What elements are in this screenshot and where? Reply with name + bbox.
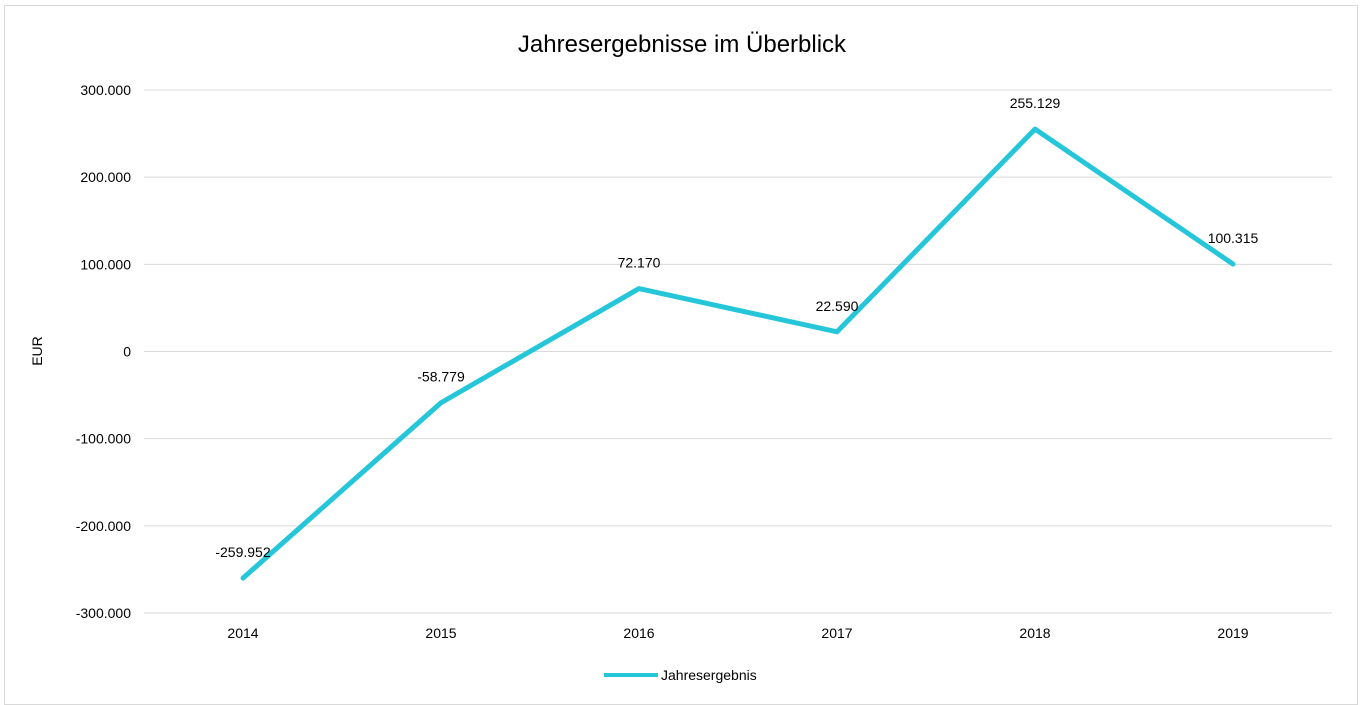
chart-frame: [4, 5, 1358, 705]
chart-title: Jahresergebnisse im Überblick: [518, 31, 847, 58]
y-tick-label: 300.000: [80, 82, 131, 98]
series-line: [240, 126, 1236, 581]
x-tick-label: 2016: [623, 625, 654, 641]
x-tick-label: 2018: [1019, 625, 1050, 641]
x-tick-label: 2014: [227, 625, 258, 641]
series-layer: [240, 126, 1236, 581]
y-tick-label: -200.000: [76, 518, 131, 534]
y-tick-label: 0: [123, 344, 131, 360]
y-axis-label: EUR: [29, 336, 45, 366]
x-tick-label: 2019: [1217, 625, 1248, 641]
data-label: 72.170: [618, 255, 661, 271]
data-label: 22.590: [816, 298, 859, 314]
data-label: 100.315: [1208, 230, 1259, 246]
data-labels: -259.952 -58.779 72.170 22.590 255.129 100.31…: [215, 95, 1258, 560]
y-tick-label: -100.000: [76, 431, 131, 447]
x-tick-label: 2017: [821, 625, 852, 641]
x-tick-label: 2015: [425, 625, 456, 641]
gridlines: [144, 89, 1332, 614]
data-label: 255.129: [1010, 95, 1061, 111]
y-tick-label: 100.000: [80, 256, 131, 272]
y-tick-label: 200.000: [80, 169, 131, 185]
x-axis-ticks: 2014 2015 2016 2017 2018 2019: [227, 625, 1248, 641]
legend: Jahresergebnis: [604, 667, 757, 683]
data-label: -259.952: [215, 544, 270, 560]
data-label: -58.779: [417, 369, 465, 385]
y-tick-label: -300.000: [76, 605, 131, 621]
legend-label: Jahresergebnis: [661, 667, 757, 683]
y-axis-ticks: 300.000 200.000 100.000 0 -100.000 -200.000 -3…: [76, 82, 131, 621]
